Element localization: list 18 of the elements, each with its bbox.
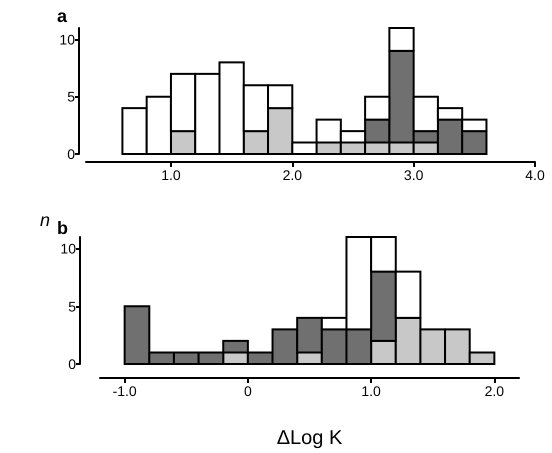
x-tick-label: 4.0	[525, 167, 545, 183]
x-tick-label: 2.0	[282, 167, 302, 183]
y-axis-title: n	[40, 210, 50, 230]
y-tick-label: 0	[67, 146, 76, 162]
x-tick-label: 0	[244, 383, 252, 399]
x-tick-label: 3.0	[404, 167, 424, 183]
x-tick-label: 1.0	[161, 167, 181, 183]
y-tick-label: 0	[68, 356, 76, 372]
y-tick-label: 5	[67, 88, 76, 105]
x-tick-label: 1.0	[361, 383, 382, 399]
y-tick-label: 5	[68, 298, 76, 314]
y-tick-label: 10	[60, 240, 76, 257]
x-tick-label: 2.0	[484, 383, 504, 399]
chart-title: a	[57, 6, 68, 26]
x-tick-label: -1.0	[112, 383, 137, 399]
x-axis-title: ΔLog K	[276, 427, 343, 449]
y-tick-label: 10	[59, 31, 76, 48]
chart-title: b	[57, 218, 68, 238]
